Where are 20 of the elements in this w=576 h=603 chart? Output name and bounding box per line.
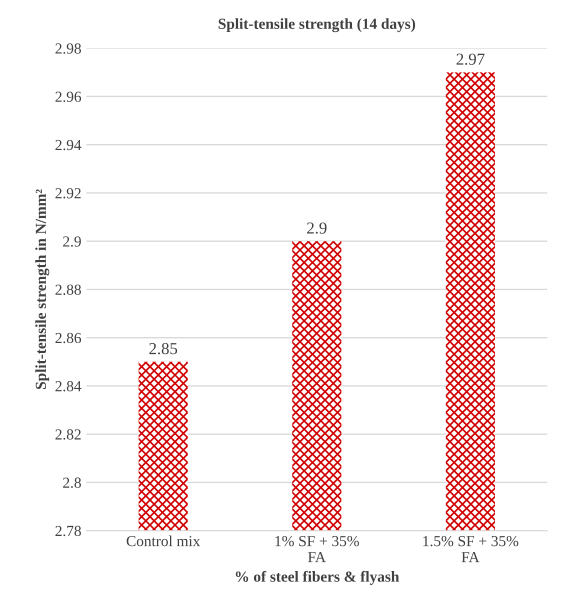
y-tick-label: 2.88 [55, 284, 81, 295]
y-tick-label: 2.82 [55, 429, 81, 440]
y-tick-label: 2.86 [55, 332, 82, 344]
y-tick-label: 2.92 [55, 188, 81, 198]
data-label: 2.85 [149, 343, 178, 354]
y-tick-label: 2.78 [55, 526, 81, 536]
data-label: 2.9 [307, 222, 327, 234]
x-tick-label: Control mix [126, 536, 200, 546]
y-tick-label: 2.94 [55, 140, 82, 150]
y-tick-label: 2.84 [55, 381, 82, 392]
y-tick-label: 2.8 [63, 478, 81, 488]
chart-title: Split-tensile strength (14 days) [218, 18, 416, 32]
y-tick-label: 2.98 [55, 43, 81, 54]
data-label: 2.97 [456, 54, 485, 65]
y-axis-title: Split-tensile strength in N/mm² [35, 189, 50, 390]
x-axis-title: % of steel fibers & flyash [236, 570, 400, 585]
y-tick-label: 2.96 [55, 92, 82, 102]
x-tick-label: 1% SF + 35% FA [275, 536, 359, 562]
y-tick-label: 2.9 [63, 236, 81, 247]
x-tick-label: 1.5% SF + 35% FA [423, 536, 518, 562]
